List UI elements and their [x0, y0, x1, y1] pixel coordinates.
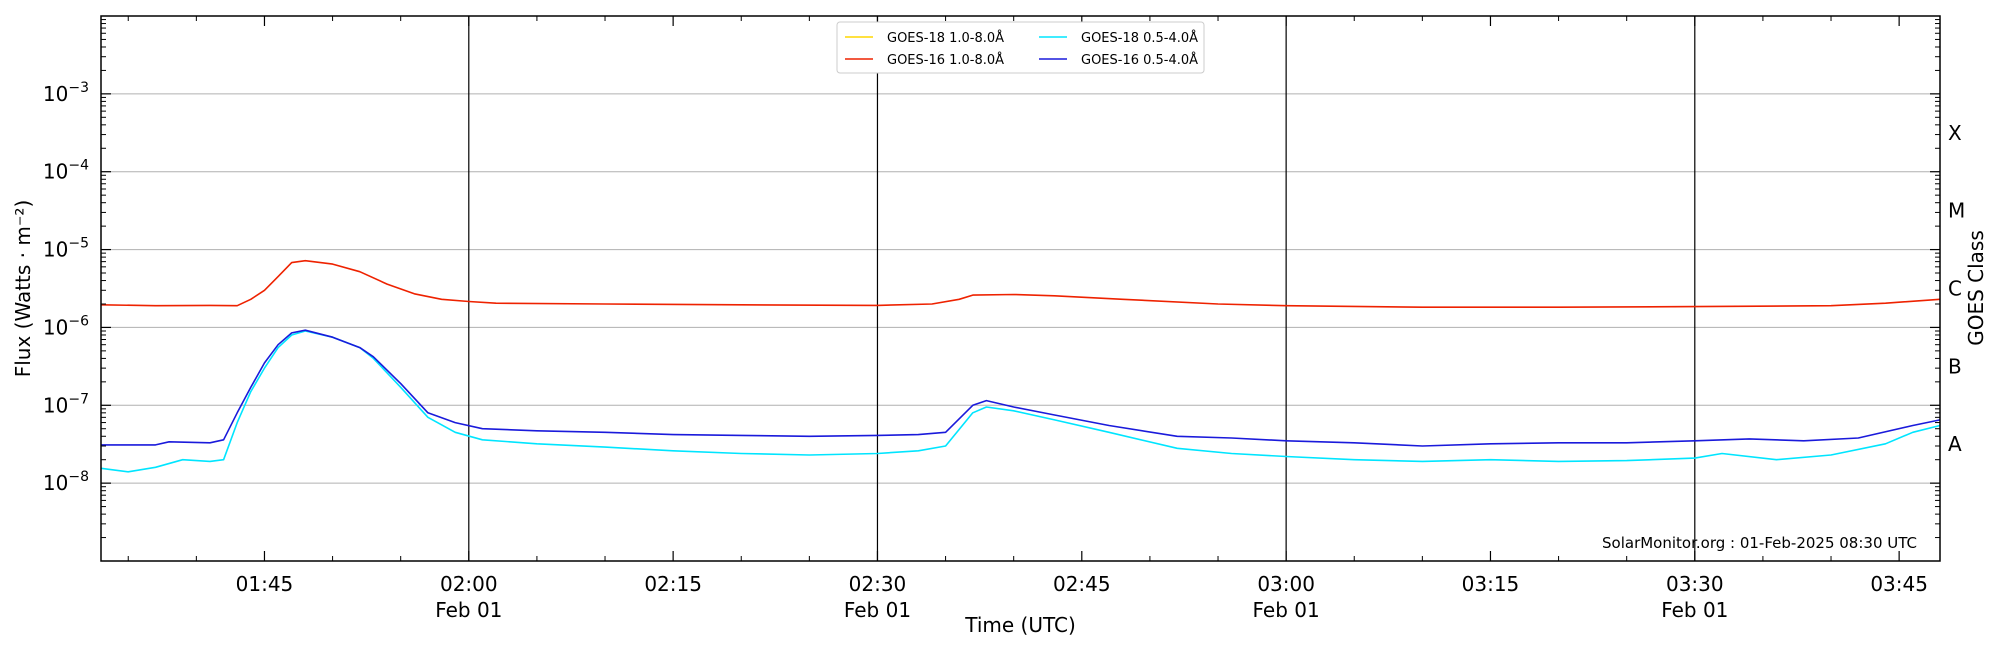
y-tick-exponent: −4	[68, 158, 89, 174]
y-tick-label: 10−7	[43, 391, 89, 417]
goes-class-label: B	[1948, 354, 1962, 378]
goes-class-label: M	[1948, 199, 1965, 223]
x-tick-label: 02:00	[440, 572, 498, 596]
x-tick-label: 02:15	[644, 572, 702, 596]
x-tick-date-label: Feb 01	[844, 598, 911, 622]
y-tick-base: 10	[43, 315, 68, 339]
y-tick-exponent: −8	[68, 469, 89, 485]
legend-label: GOES-16 1.0-8.0Å	[887, 52, 1004, 68]
x-tick-date-label: Feb 01	[435, 598, 502, 622]
x-axis-title: Time (UTC)	[964, 613, 1076, 637]
legend-label: GOES-16 0.5-4.0Å	[1081, 52, 1198, 68]
y-tick-base: 10	[43, 393, 68, 417]
x-tick-label: 03:45	[1870, 572, 1928, 596]
y-tick-label: 10−8	[43, 469, 89, 495]
series-line-1	[100, 259, 1941, 309]
x-tick-date-label: Feb 01	[1253, 598, 1320, 622]
y-tick-exponent: −7	[68, 391, 89, 407]
y-tick-exponent: −3	[68, 80, 89, 96]
grid-layer	[101, 93, 1940, 484]
legend-label: GOES-18 0.5-4.0Å	[1081, 30, 1198, 46]
y-axis-title: Flux (Watts · m⁻²)	[11, 200, 35, 378]
y-tick-exponent: −5	[68, 236, 89, 252]
x-tick-label: 01:45	[236, 572, 294, 596]
y-tick-base: 10	[43, 160, 68, 184]
legend-label: GOES-18 1.0-8.0Å	[887, 30, 1004, 46]
legend-box	[836, 21, 1205, 74]
x-tick-label: 03:15	[1462, 572, 1520, 596]
plot-frame	[100, 15, 1941, 562]
y-tick-base: 10	[43, 82, 68, 106]
goes-class-axis-title: GOES Class	[1964, 230, 1988, 346]
y-tick-label: 10−6	[43, 313, 89, 339]
legend: GOES-18 1.0-8.0Å GOES-16 1.0-8.0Å GOES-18 …	[836, 21, 1205, 74]
goes-class-label: C	[1948, 277, 1962, 301]
x-tick-label: 03:30	[1666, 572, 1724, 596]
day-lines	[468, 16, 1696, 561]
x-tick-date-label: Feb 01	[1661, 598, 1728, 622]
goes-class-label: X	[1948, 121, 1962, 145]
y-tick-label: 10−4	[43, 158, 89, 184]
series-layer	[100, 259, 1941, 473]
source-annotation: SolarMonitor.org : 01-Feb-2025 08:30 UTC	[1602, 534, 1917, 552]
series-line-2	[100, 330, 1941, 473]
x-tick-label: 02:30	[849, 572, 907, 596]
x-tick-label: 03:00	[1257, 572, 1315, 596]
series-line-3	[101, 329, 1941, 447]
y-tick-base: 10	[43, 238, 68, 262]
x-tick-label: 02:45	[1053, 572, 1111, 596]
y-tick-base: 10	[43, 471, 68, 495]
y-tick-label: 10−3	[43, 80, 89, 106]
y-tick-exponent: −6	[68, 313, 89, 329]
goes-class-label: A	[1948, 432, 1962, 456]
y-tick-label: 10−5	[43, 236, 89, 262]
